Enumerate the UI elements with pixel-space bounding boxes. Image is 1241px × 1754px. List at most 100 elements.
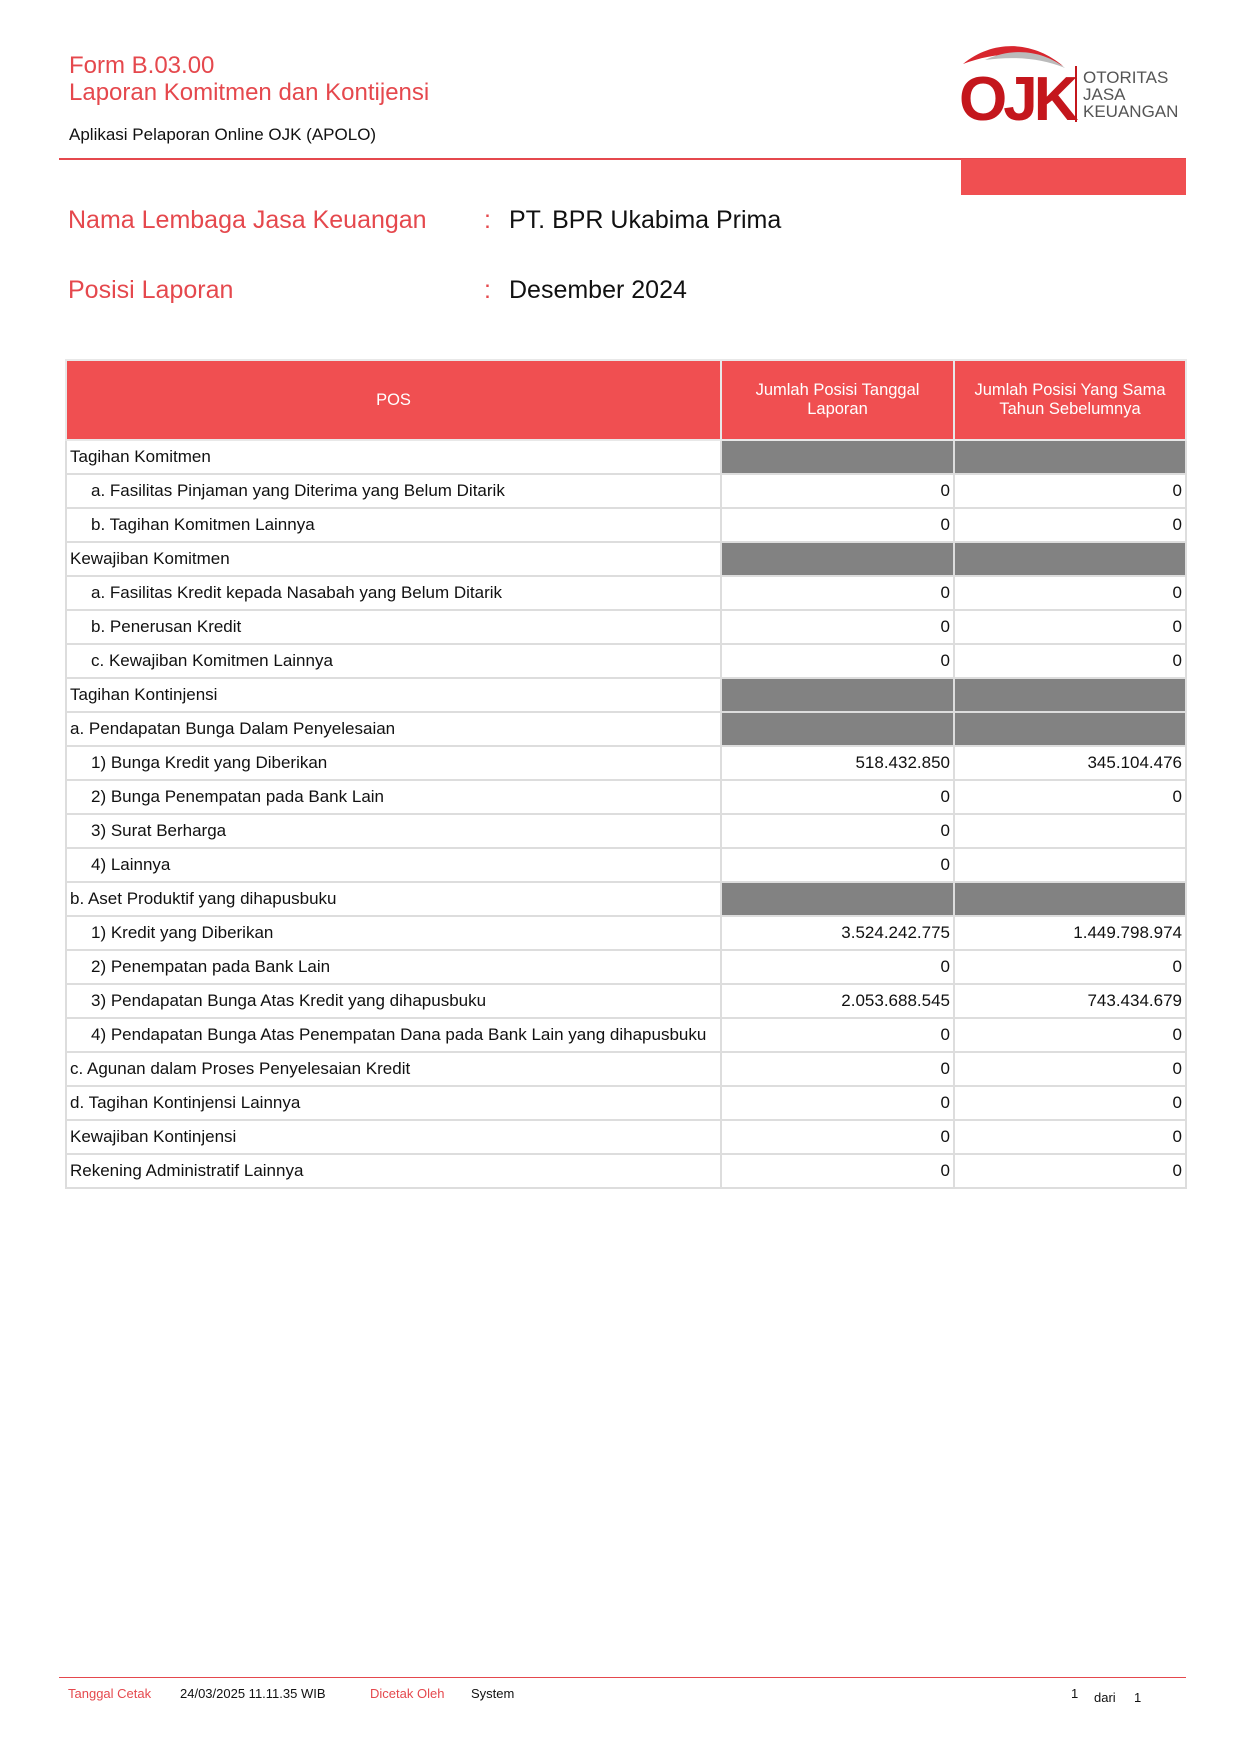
table-row: c. Kewajiban Komitmen Lainnya 0 0 [65,643,1187,679]
table-row: 1) Kredit yang Diberikan 3.524.242.775 1.4… [65,915,1187,951]
pos-cell: 3) Pendapatan Bunga Atas Kredit yang dih… [65,983,722,1019]
table-row: 4) Pendapatan Bunga Atas Penempatan Dana… [65,1017,1187,1053]
page-of: dari [1094,1690,1116,1705]
table-row: 3) Pendapatan Bunga Atas Kredit yang dih… [65,983,1187,1019]
pos-cell: 3) Surat Berharga [65,813,722,849]
value-cell [953,541,1187,577]
table-row: Rekening Administratif Lainnya 0 0 [65,1153,1187,1189]
info-value: PT. BPR Ukabima Prima [509,206,782,234]
table-row: c. Agunan dalam Proses Penyelesaian Kred… [65,1051,1187,1087]
info-label: Nama Lembaga Jasa Keuangan [68,206,427,234]
value-cell: 0 [720,813,955,849]
footer-value: 24/03/2025 11.11.35 WIB [180,1686,326,1701]
logo-line: KEUANGAN [1083,102,1178,121]
value-cell [720,677,955,713]
value-cell: 0 [953,473,1187,509]
table-row: b. Penerusan Kredit 0 0 [65,609,1187,645]
table-row: Kewajiban Komitmen [65,541,1187,577]
pos-cell: b. Aset Produktif yang dihapusbuku [65,881,722,917]
value-cell [953,711,1187,747]
value-cell: 0 [953,1017,1187,1053]
header-rule [59,158,1186,160]
logo-line: OTORITAS [1083,68,1168,87]
value-cell: 0 [953,643,1187,679]
value-cell: 0 [953,575,1187,611]
report-title: Laporan Komitmen dan Kontijensi [69,79,430,106]
info-label: Posisi Laporan [68,276,234,304]
column-header: Jumlah Posisi Yang Sama Tahun Sebelumnya [953,359,1187,441]
pos-cell: Rekening Administratif Lainnya [65,1153,722,1189]
value-cell: 0 [720,643,955,679]
pos-cell: 4) Lainnya [65,847,722,883]
value-cell [953,439,1187,475]
value-cell: 0 [720,949,955,985]
logo-swoosh [963,46,1063,66]
value-cell: 0 [720,1153,955,1189]
pos-cell: 1) Bunga Kredit yang Diberikan [65,745,722,781]
info-separator: : [484,276,491,304]
logo: OJK OTORITAS JASA KEUANGAN [959,46,1178,130]
pos-cell: b. Tagihan Komitmen Lainnya [65,507,722,543]
app-name: Aplikasi Pelaporan Online OJK (APOLO) [69,125,377,144]
value-cell: 3.524.242.775 [720,915,955,951]
pos-cell: c. Agunan dalam Proses Penyelesaian Kred… [65,1051,722,1087]
value-cell: 1.449.798.974 [953,915,1187,951]
table-row: b. Tagihan Komitmen Lainnya 0 0 [65,507,1187,543]
pos-cell: 2) Bunga Penempatan pada Bank Lain [65,779,722,815]
value-cell: 0 [720,609,955,645]
value-cell: 0 [720,507,955,543]
value-cell: 0 [720,1119,955,1155]
value-cell [953,881,1187,917]
table-row: Tagihan Kontinjensi [65,677,1187,713]
page-number: 1 [1071,1686,1079,1701]
value-cell: 0 [720,575,955,611]
pos-cell: 2) Penempatan pada Bank Lain [65,949,722,985]
value-cell: 518.432.850 [720,745,955,781]
value-cell: 0 [720,847,955,883]
logo-mark: OJK [959,65,1079,130]
value-cell [953,813,1187,849]
pos-cell: Tagihan Komitmen [65,439,722,475]
value-cell: 743.434.679 [953,983,1187,1019]
value-cell: 0 [720,1051,955,1087]
form-code: Form B.03.00 [69,52,215,79]
pos-cell: 4) Pendapatan Bunga Atas Penempatan Dana… [65,1017,722,1053]
pos-cell: a. Fasilitas Pinjaman yang Diterima yang… [65,473,722,509]
value-cell: 0 [953,1153,1187,1189]
value-cell: 0 [720,1017,955,1053]
pos-cell: d. Tagihan Kontinjensi Lainnya [65,1085,722,1121]
pos-cell: c. Kewajiban Komitmen Lainnya [65,643,722,679]
report-table: POS Jumlah Posisi Tanggal Laporan Jumlah P… [65,359,1187,1189]
value-cell: 345.104.476 [953,745,1187,781]
value-cell: 0 [720,473,955,509]
pos-cell: Kewajiban Komitmen [65,541,722,577]
table-row: 4) Lainnya 0 [65,847,1187,883]
value-cell: 0 [953,1051,1187,1087]
value-cell: 0 [953,949,1187,985]
value-cell: 0 [953,507,1187,543]
footer-label: Tanggal Cetak [68,1686,152,1701]
column-header: Jumlah Posisi Tanggal Laporan [720,359,955,441]
pos-cell: a. Pendapatan Bunga Dalam Penyelesaian [65,711,722,747]
pos-cell: b. Penerusan Kredit [65,609,722,645]
value-cell: 0 [720,779,955,815]
value-cell: 2.053.688.545 [720,983,955,1019]
pos-cell: Kewajiban Kontinjensi [65,1119,722,1155]
value-cell: 0 [953,1085,1187,1121]
table-row: 2) Bunga Penempatan pada Bank Lain 0 0 [65,779,1187,815]
value-cell: 0 [953,1119,1187,1155]
table-row: d. Tagihan Kontinjensi Lainnya 0 0 [65,1085,1187,1121]
footer-value: System [471,1686,515,1701]
column-header: POS [65,359,722,441]
value-cell [720,541,955,577]
pos-cell: 1) Kredit yang Diberikan [65,915,722,951]
table-row: b. Aset Produktif yang dihapusbuku [65,881,1187,917]
value-cell: 0 [953,779,1187,815]
footer-label: Dicetak Oleh [370,1686,445,1701]
logo-line: JASA [1083,85,1126,104]
table-row: 2) Penempatan pada Bank Lain 0 0 [65,949,1187,985]
table-row: a. Fasilitas Kredit kepada Nasabah yang … [65,575,1187,611]
table-header: POS Jumlah Posisi Tanggal Laporan Jumlah P… [65,359,1187,441]
footer-rule [59,1677,1186,1678]
